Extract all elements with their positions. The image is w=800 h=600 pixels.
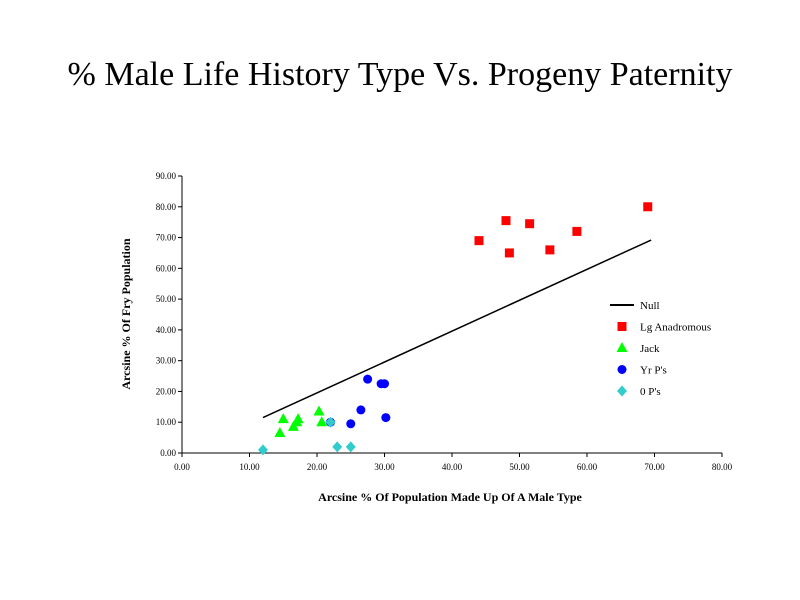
legend-key-yr-p-s xyxy=(617,365,627,374)
y-tick-label: 90.00 xyxy=(156,171,177,181)
yr-p-s-point xyxy=(363,374,373,384)
x-tick-label: 60.00 xyxy=(577,462,598,472)
lg-anadromous-point xyxy=(545,245,555,255)
x-tick-label: 30.00 xyxy=(374,462,395,472)
x-tick-label: 10.00 xyxy=(239,462,260,472)
y-tick-label: 20.00 xyxy=(156,386,177,396)
legend-label-0-p-s: 0 P's xyxy=(640,386,661,398)
y-tick-label: 50.00 xyxy=(156,294,177,304)
0-p-s-point xyxy=(325,416,336,428)
jack-point xyxy=(292,413,304,424)
y-tick-label: 40.00 xyxy=(156,325,177,335)
0-p-s-point xyxy=(332,441,343,453)
x-tick-label: 70.00 xyxy=(644,462,665,472)
y-tick-label: 60.00 xyxy=(156,263,177,273)
lg-anadromous-point xyxy=(501,216,511,226)
yr-p-s-point xyxy=(346,419,356,429)
yr-p-s-point xyxy=(380,379,389,389)
y-tick-label: 30.00 xyxy=(156,356,177,366)
x-tick-label: 20.00 xyxy=(307,462,328,472)
y-tick-label: 80.00 xyxy=(156,202,177,212)
y-tick-label: 70.00 xyxy=(156,233,177,243)
legend-label-jack: Jack xyxy=(640,343,660,355)
legend-label-null: Null xyxy=(640,300,660,312)
axes: 0.00 10.00 20.00 30.00 40.00 50.00 60.00 70.00 8… xyxy=(156,171,733,472)
legend-label-yr-p-s: Yr P's xyxy=(640,365,667,377)
lg-anadromous-point xyxy=(525,219,535,229)
null-line xyxy=(262,239,652,419)
jack-point xyxy=(316,416,328,427)
null-line-layer xyxy=(262,239,652,419)
lg-anadromous-point xyxy=(572,226,582,236)
lg-anadromous-point xyxy=(643,202,653,212)
y-axis-title: Arcsine % Of Fry Population xyxy=(119,238,133,389)
0-p-s-point xyxy=(345,441,356,453)
legend-key-0-p-s xyxy=(617,385,627,397)
x-tick-label: 50.00 xyxy=(509,462,530,472)
jack-point xyxy=(313,405,325,416)
x-tick-label: 40.00 xyxy=(442,462,463,472)
y-tick-label: 10.00 xyxy=(156,417,177,427)
0-p-s-point xyxy=(258,444,268,456)
x-tick-label: 0.00 xyxy=(174,462,190,472)
x-axis-title: Arcsine % Of Population Made Up Of A Mal… xyxy=(318,490,582,504)
y-tick-label: 0.00 xyxy=(160,448,176,458)
slide-title: % Male Life History Type Vs. Progeny Pat… xyxy=(67,56,733,93)
yr-p-s-point xyxy=(381,413,391,423)
lg-anadromous-point xyxy=(474,236,484,246)
jack-point xyxy=(277,413,289,424)
legend-key-lg-anadromous xyxy=(617,322,627,331)
legend: Null Lg Anadromous Jack Yr P's 0 P's xyxy=(610,300,711,398)
lg-anadromous-point xyxy=(504,248,514,258)
legend-key-jack xyxy=(616,342,628,352)
data-points xyxy=(258,202,653,456)
yr-p-s-point xyxy=(356,405,366,415)
jack-point xyxy=(274,426,286,437)
legend-label-lg-anadromous: Lg Anadromous xyxy=(640,322,711,334)
x-tick-label: 80.00 xyxy=(712,462,733,472)
